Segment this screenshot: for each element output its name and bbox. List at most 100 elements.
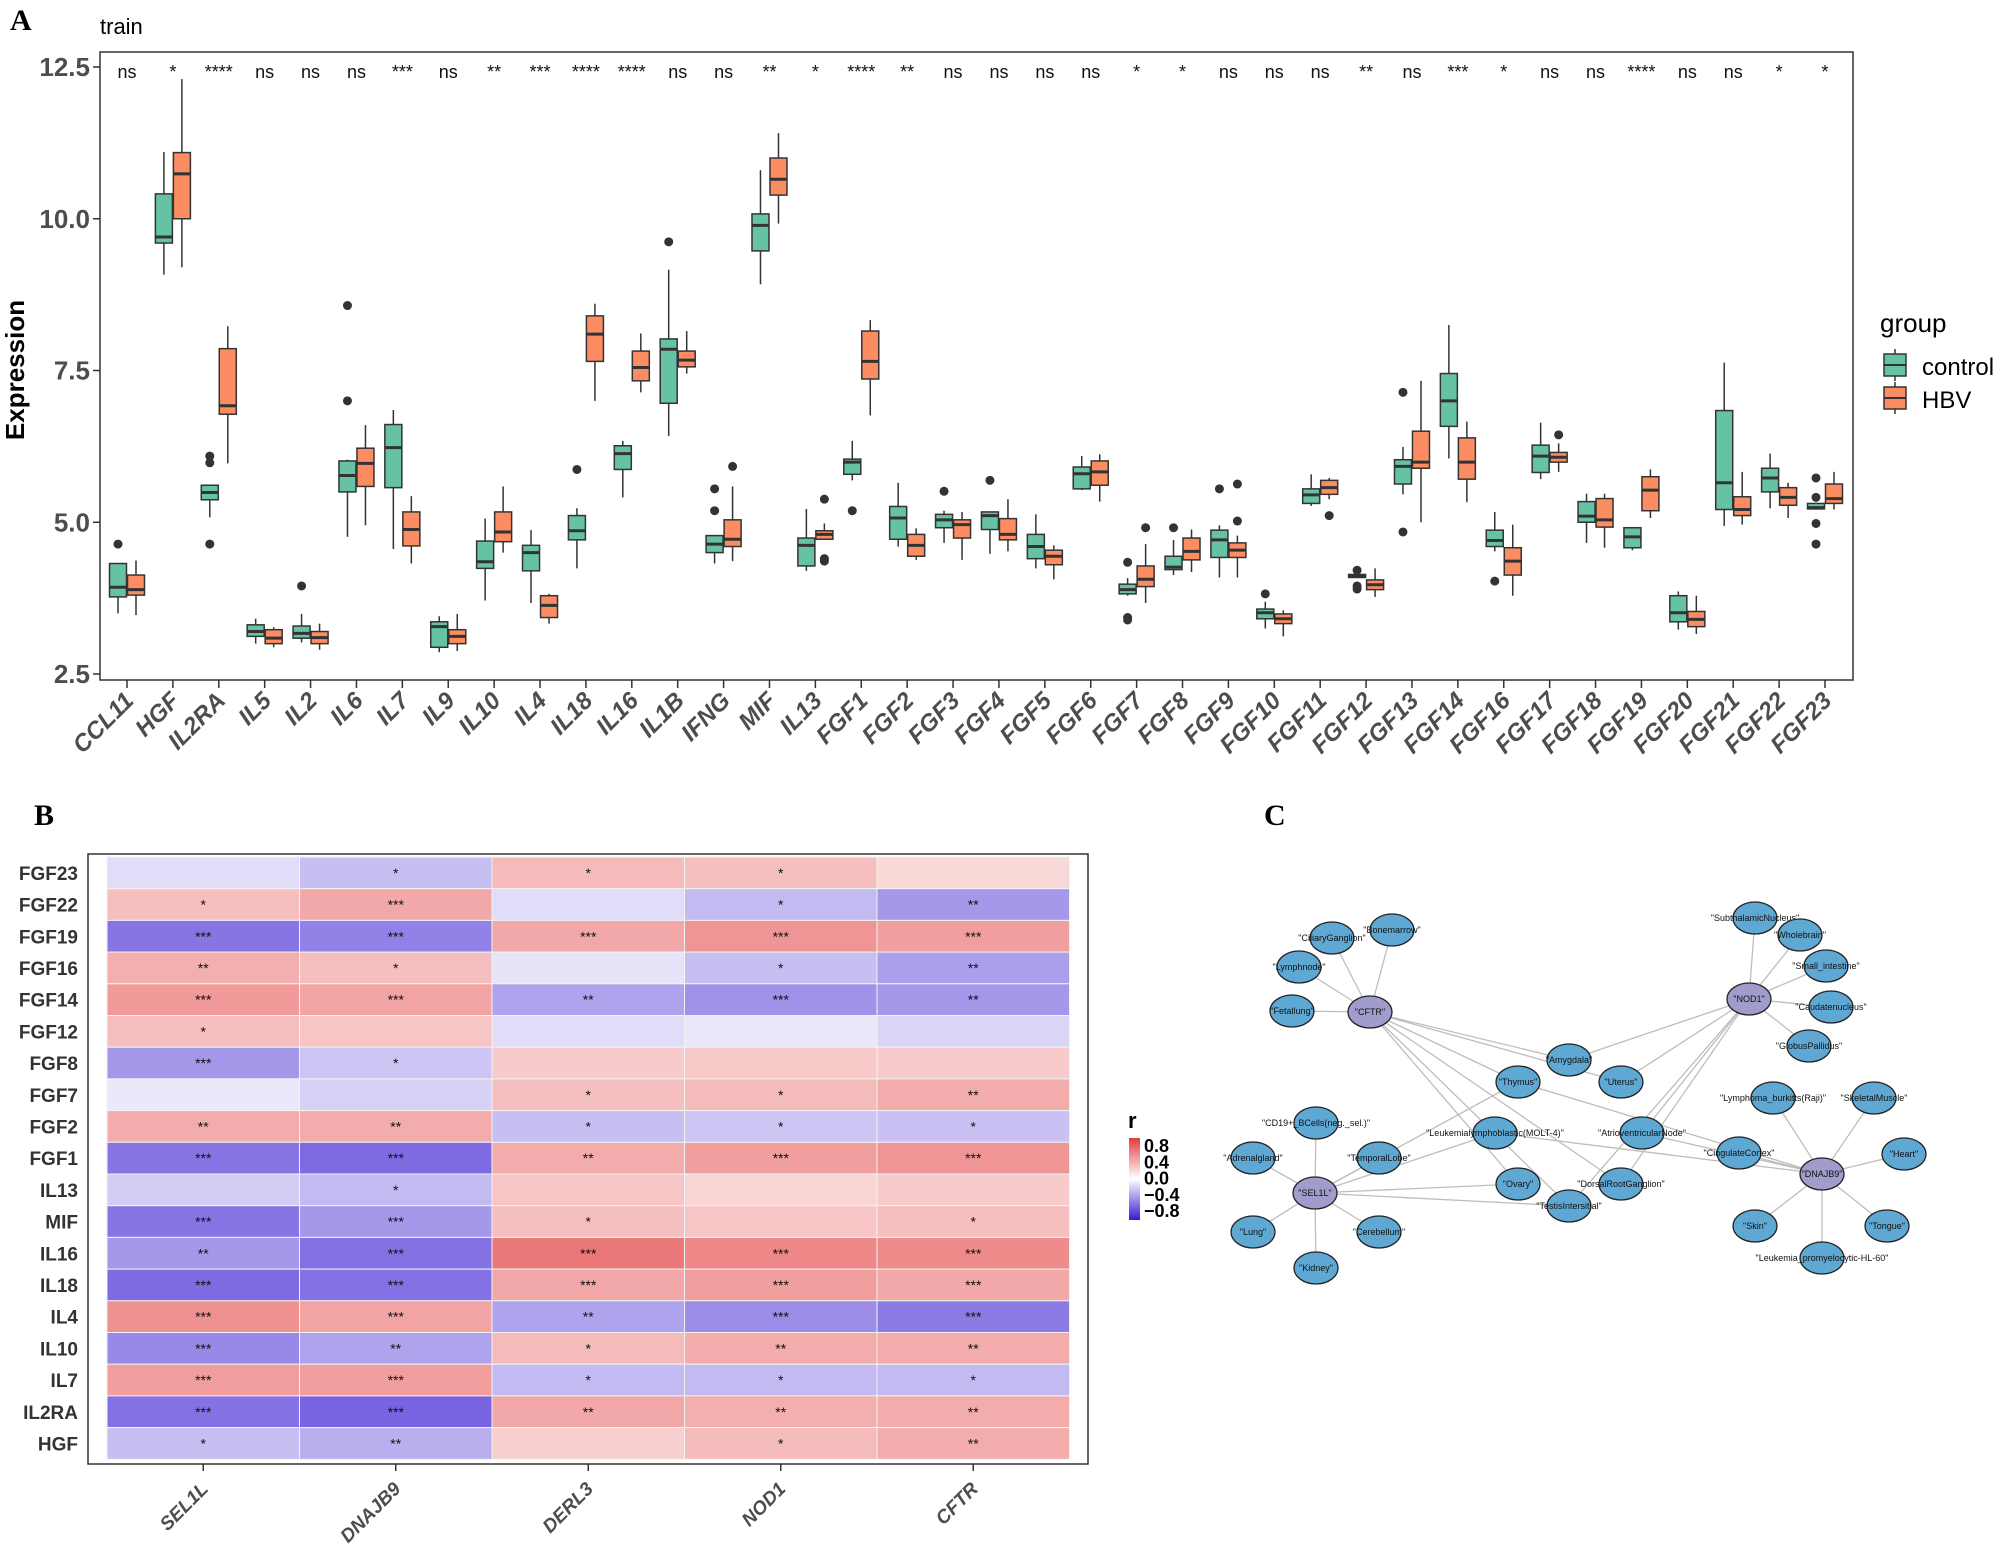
heatmap-cell [684, 1015, 878, 1048]
heatmap-row-label: FGF12 [19, 1022, 78, 1043]
significance-label: **** [618, 62, 646, 82]
significance-label: ns [1678, 62, 1697, 82]
significance-label: ns [439, 62, 458, 82]
outlier-point [1811, 473, 1821, 483]
box-control-il9 [429, 621, 449, 649]
outlier-point [205, 451, 215, 461]
heatmap-cell [106, 1236, 300, 1270]
heatmap-cell [684, 1363, 878, 1397]
heatmap-cell [876, 1236, 1070, 1270]
outlier-point [1169, 523, 1179, 533]
heatmap-cell [684, 1427, 878, 1460]
heatmap-cell [491, 983, 685, 1016]
significance-label: **** [847, 62, 875, 82]
network-node-uterus [1598, 1065, 1644, 1099]
network-edge [1314, 1132, 1496, 1194]
box-hbv-il6 [356, 447, 375, 488]
x-tick-label: IL5 [233, 687, 277, 731]
network-edge [1517, 1081, 1823, 1175]
significance-label: ns [944, 62, 963, 82]
network-node-kidney [1293, 1251, 1339, 1285]
outlier-point [1811, 492, 1821, 502]
significance-stars: ** [968, 1340, 979, 1356]
heatmap-cell [491, 1173, 685, 1207]
network-node-cd19 [1293, 1106, 1339, 1140]
x-tick-label: FGF6 [1041, 687, 1104, 750]
network-node-globuspallidus [1786, 1029, 1832, 1063]
network-node-label: "Skin" [1743, 1221, 1767, 1231]
network-panel: "CFTR" "NOD1" "DNAJB9" "SEL1L" "Fetallung" "L… [1223, 901, 1927, 1285]
outlier-point [342, 396, 352, 406]
box-hbv-il5 [264, 628, 283, 645]
network-node-label: "Adrenalgland" [1223, 1153, 1282, 1163]
network-node-cingulatecortex [1716, 1136, 1762, 1170]
network-node-label: "Ovary" [1503, 1179, 1533, 1189]
box-control-hgf [154, 193, 174, 244]
significance-stars: ** [968, 992, 979, 1008]
network-edge [1620, 998, 1750, 1083]
heatmap-cell [106, 1332, 300, 1365]
significance-stars: ** [390, 1118, 401, 1134]
box-hbv-fgf13 [1411, 430, 1431, 469]
heatmap-cell [106, 1268, 300, 1302]
box-control-fgf17 [1531, 444, 1550, 474]
network-edge [1314, 1192, 1570, 1207]
heatmap-cell [106, 1173, 300, 1207]
heatmap-col-label: DERL3 [539, 1478, 598, 1537]
heatmap-cell [684, 1205, 878, 1238]
significance-label: * [1500, 62, 1507, 82]
heatmap-cell [491, 1236, 685, 1270]
box-control-fgf9 [1210, 529, 1229, 559]
network-edge [1314, 1183, 1519, 1194]
panel-label-c: C [1264, 799, 1286, 832]
heatmap-cell [684, 1395, 878, 1429]
heatmap-cell [106, 1110, 300, 1143]
significance-stars: *** [965, 928, 982, 944]
y-tick-label: 2.5 [54, 659, 90, 689]
significance-label: ns [1402, 62, 1421, 82]
network-node-bonemarrow [1369, 913, 1415, 947]
legend-title: group [1880, 308, 1947, 338]
box-control-mif [751, 213, 770, 252]
heatmap-row-label: IL7 [51, 1371, 78, 1392]
box-control-ccl11 [108, 562, 128, 598]
network-edge [1568, 998, 1750, 1061]
heatmap-row-label: FGF19 [19, 927, 78, 948]
network-node-label: "DNAJB9" [1802, 1169, 1843, 1179]
outlier-point [1260, 589, 1270, 599]
outlier-point [205, 539, 215, 549]
box-control-il16 [613, 445, 633, 471]
x-tick-label: IFNG [676, 687, 736, 747]
legend-label-hbv: HBV [1922, 387, 1971, 414]
heatmap-row-label: IL16 [40, 1244, 78, 1265]
heatmap-cell [299, 951, 493, 985]
network-node-temporallobe [1356, 1141, 1402, 1175]
x-tick-label: IL7 [371, 686, 416, 731]
outlier-point [1123, 557, 1133, 567]
network-node-nod1 [1726, 982, 1772, 1016]
heatmap-cell [299, 1332, 493, 1365]
x-tick-label: IL16 [591, 687, 645, 741]
significance-stars: ** [968, 897, 979, 913]
outlier-point [1811, 518, 1821, 528]
network-node-cerebellum [1356, 1215, 1402, 1249]
x-tick-label: IL2 [279, 687, 323, 731]
network-edge [1369, 1011, 1570, 1061]
box-control-il13 [797, 537, 816, 567]
significance-stars: ** [968, 960, 979, 976]
significance-stars: ** [775, 1404, 786, 1420]
x-tick-label: MIF [733, 686, 782, 735]
network-node-dnajb9 [1799, 1157, 1845, 1191]
significance-stars: *** [195, 1404, 212, 1420]
heatmap-cell [684, 1300, 878, 1334]
legend-label-control: control [1922, 354, 1994, 381]
outlier-point [205, 458, 215, 468]
heatmap-cell [106, 919, 300, 953]
outlier-point [1232, 479, 1242, 489]
heatmap-cell [106, 951, 300, 985]
outlier-point [939, 486, 949, 496]
significance-stars: *** [580, 928, 597, 944]
heatmap-cell [876, 1078, 1070, 1112]
network-node-skin [1732, 1209, 1778, 1243]
outlier-point [847, 506, 857, 516]
